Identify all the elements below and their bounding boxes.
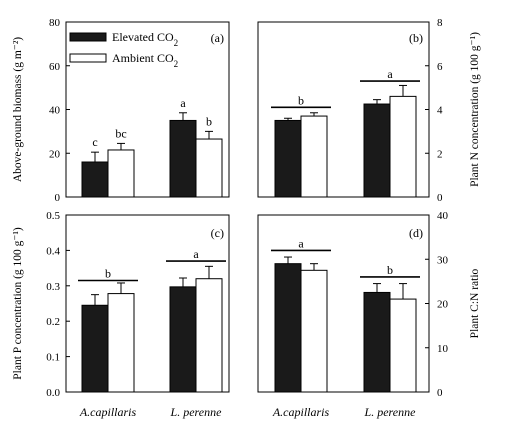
y-tick-label: 0.3 [46,281,60,293]
legend-label-text: Ambient CO [112,51,174,65]
legend-swatch [69,32,107,42]
bar-ambient [107,149,135,198]
category-label: A.capillaris [272,405,330,419]
bar-elevated [363,103,391,198]
bar-elevated [274,263,302,393]
bar-ambient [389,298,417,393]
panel-b: (b) 0 2 4 6 8 Plant N concentration (g 100 g⁻¹… [257,17,481,204]
y-tick-label: 60 [49,61,61,73]
bar-elevated [169,286,197,393]
category-label: L. perenne [364,405,417,419]
panel-frame [65,214,230,393]
y-tick-label: 4 [437,105,443,117]
legend-label-text: Elevated CO [112,30,174,44]
category-label: L. perenne [170,405,223,419]
y-tick-label: 40 [437,210,449,222]
panel-d: (d) 0 10 20 30 40 Plant C:N ratio a b A.capillari… [257,210,481,419]
y-tick-label: 0 [437,387,443,399]
bar-elevated [81,304,109,393]
y-tick-label: 6 [437,61,443,73]
y-axis-title: Plant P concentration (g 100 g⁻¹) [12,227,24,380]
panel-c: (c) 0.0 0.1 0.2 0.3 0.4 0.5 Plant P concentrati… [12,210,230,419]
y-tick-label: 2 [437,148,443,160]
y-axis-title: Above-ground biomass (g m⁻²) [12,37,24,182]
y-tick-label: 0.2 [46,316,60,328]
bar-ambient [389,95,417,198]
y-axis-title: Plant N concentration (g 100 g⁻¹) [469,32,481,187]
significance-letter: b [387,263,393,277]
panel-label: (a) [211,31,224,45]
y-tick-label: 10 [437,343,449,355]
bar-elevated [169,119,197,198]
legend-label-subscript: 2 [174,38,179,48]
significance-letter: b [105,266,111,280]
y-tick-label: 0 [55,192,61,204]
y-tick-label: 30 [437,254,449,266]
significance-letter: a [298,236,304,250]
y-tick-label: 20 [49,148,61,160]
y-tick-label: 0.5 [46,210,60,222]
bar-elevated [363,291,391,393]
bar-ambient [195,138,223,198]
panel-label: (b) [409,31,423,45]
bar-elevated [81,161,109,198]
y-tick-label: 8 [437,17,443,29]
panel-a: (a) 0 20 40 60 80 Above-ground biomass (g m⁻²)… [12,17,230,204]
y-tick-label: 20 [437,299,449,311]
significance-letter: a [387,67,393,81]
legend-label: Elevated CO2 [112,30,178,48]
y-tick-label: 0.1 [46,352,60,364]
y-tick-label: 80 [49,17,61,29]
bar-ambient [300,115,328,198]
significance-letter: a [180,96,186,110]
y-tick-label: 0.4 [46,245,60,257]
significance-letter: bc [115,126,126,140]
bar-ambient [300,269,328,393]
y-tick-label: 0.0 [46,387,60,399]
legend-label: Ambient CO2 [112,51,178,69]
significance-letter: b [298,93,304,107]
bar-ambient [107,293,135,393]
y-tick-label: 40 [49,105,61,117]
significance-letter: c [92,135,97,149]
y-tick-label: 0 [437,192,443,204]
significance-letter: a [193,247,199,261]
significance-letter: b [206,114,212,128]
panel-label: (c) [211,226,224,240]
legend-label-subscript: 2 [174,59,179,69]
y-axis-title: Plant C:N ratio [469,268,481,338]
legend-swatch [69,53,107,63]
category-label: A.capillaris [79,405,137,419]
panel-label: (d) [409,226,423,240]
bar-elevated [274,119,302,198]
bar-ambient [195,278,223,393]
